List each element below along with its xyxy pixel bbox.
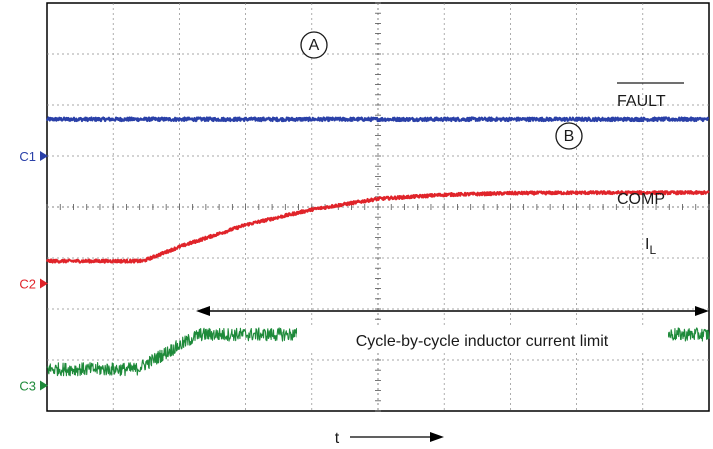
- marker-b-label: B: [564, 128, 575, 145]
- trace-comp: [45, 190, 710, 264]
- annotation-background: [297, 327, 668, 353]
- marker-b-circle: [555, 122, 583, 150]
- comp-label: COMP: [617, 191, 665, 208]
- il-label: IL: [645, 236, 656, 257]
- il-label-subscript: L: [649, 243, 656, 257]
- marker-a-label: A: [309, 37, 320, 54]
- marker-a-circle: [300, 31, 328, 59]
- time-arrow: [350, 432, 444, 442]
- trace-fault: [45, 116, 710, 123]
- fault-label: FAULT: [617, 93, 666, 110]
- channel-marker-c1-icon: [40, 151, 48, 161]
- current-limit-span-arrow: [196, 306, 709, 316]
- channel-label-c2: C2: [19, 277, 36, 292]
- annotation-label: Cycle-by-cycle inductor current limit: [356, 333, 609, 350]
- channel-label-c3: C3: [19, 379, 36, 394]
- time-axis-label: t: [335, 430, 340, 447]
- channel-markers: C1 C2 C3: [19, 149, 48, 394]
- channel-label-c1: C1: [19, 149, 36, 164]
- channel-marker-c3-icon: [40, 380, 48, 391]
- channel-marker-c2-icon: [40, 278, 48, 289]
- il-label-main: I: [645, 236, 649, 253]
